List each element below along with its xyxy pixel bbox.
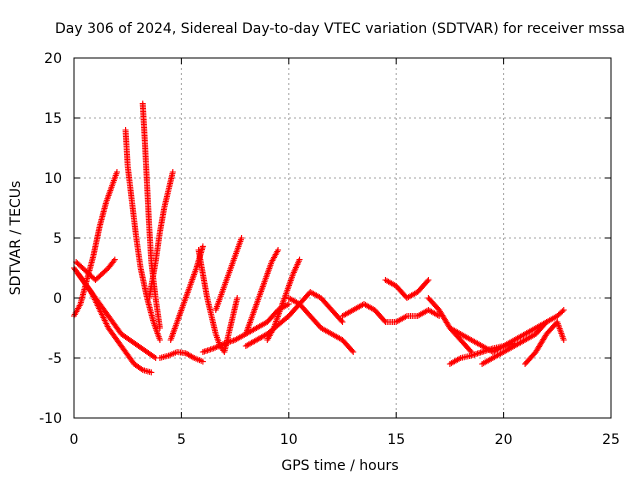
plot-frame	[73, 57, 612, 419]
data-point	[425, 277, 432, 283]
data-point	[238, 235, 245, 241]
data-point	[559, 308, 566, 315]
y-tick-label: 0	[53, 291, 62, 307]
tick-labels: 0 5 10 15 20 25 -10 -5 0 5 10 15 20	[39, 51, 620, 448]
x-tick-label: 15	[387, 432, 405, 448]
grid-lines	[74, 58, 611, 418]
data-point	[424, 278, 431, 285]
x-tick-label: 5	[177, 432, 186, 448]
y-tick-label: 10	[44, 171, 62, 187]
y-tick-label: 5	[53, 231, 62, 247]
y-tick-label: -5	[48, 351, 62, 367]
y-tick-label: 20	[44, 51, 62, 67]
data-point	[169, 169, 176, 175]
data-point	[338, 317, 345, 324]
y-tick-label: -10	[39, 411, 62, 427]
data-point	[349, 347, 356, 354]
data-point	[467, 347, 474, 354]
x-tick-label: 0	[70, 432, 79, 448]
data-point	[560, 307, 567, 313]
x-axis-label: GPS time / hours	[281, 458, 398, 474]
data-point	[189, 354, 196, 361]
data-point	[350, 349, 357, 355]
data-point	[111, 256, 118, 263]
data-point	[381, 317, 388, 324]
data-point	[296, 256, 303, 263]
data-points	[71, 100, 567, 376]
data-point	[275, 247, 282, 253]
data-point	[148, 369, 155, 376]
data-point	[560, 337, 567, 343]
data-point	[199, 358, 206, 365]
data-point	[285, 301, 292, 307]
data-point	[138, 366, 145, 372]
data-point	[199, 243, 206, 250]
data-point	[110, 258, 117, 264]
data-point	[234, 295, 241, 301]
data-point	[151, 354, 158, 360]
x-tick-label: 25	[602, 432, 620, 448]
data-point	[156, 325, 163, 331]
y-tick-label: 15	[44, 111, 62, 127]
x-tick-label: 20	[495, 432, 513, 448]
data-point	[339, 319, 346, 325]
x-tick-label: 10	[280, 432, 298, 448]
y-axis-label: SDTVAR / TECUs	[8, 181, 24, 296]
data-point	[156, 337, 163, 343]
data-point	[113, 169, 120, 175]
chart-title: Day 306 of 2024, Sidereal Day-to-day VTE…	[55, 21, 625, 37]
